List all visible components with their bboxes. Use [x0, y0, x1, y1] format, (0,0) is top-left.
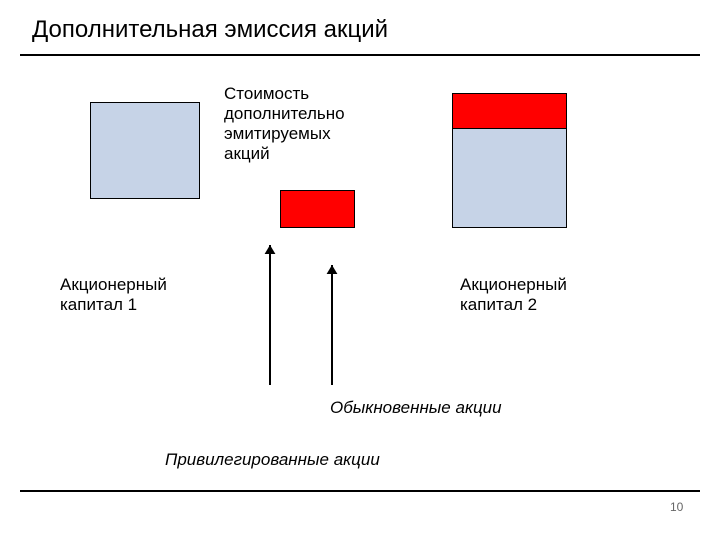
rule-top: [20, 54, 700, 56]
arrow-left: [261, 236, 279, 394]
label-common-shares: Обыкновенные акции: [330, 398, 502, 418]
label-emission: Стоимостьдополнительноэмитируемыхакций: [224, 84, 345, 164]
box-capital-2-body: [452, 128, 567, 228]
box-capital-2-top: [452, 93, 567, 129]
label-preferred-shares: Привилегированные акции: [165, 450, 380, 470]
arrow-right: [323, 256, 341, 394]
label-capital-2: Акционерныйкапитал 2: [460, 275, 567, 315]
slide-title: Дополнительная эмиссия акций: [32, 16, 388, 44]
rule-bottom: [20, 490, 700, 492]
page-number: 10: [670, 500, 683, 514]
box-capital-1: [90, 102, 200, 199]
label-capital-1: Акционерныйкапитал 1: [60, 275, 167, 315]
box-emission: [280, 190, 355, 228]
